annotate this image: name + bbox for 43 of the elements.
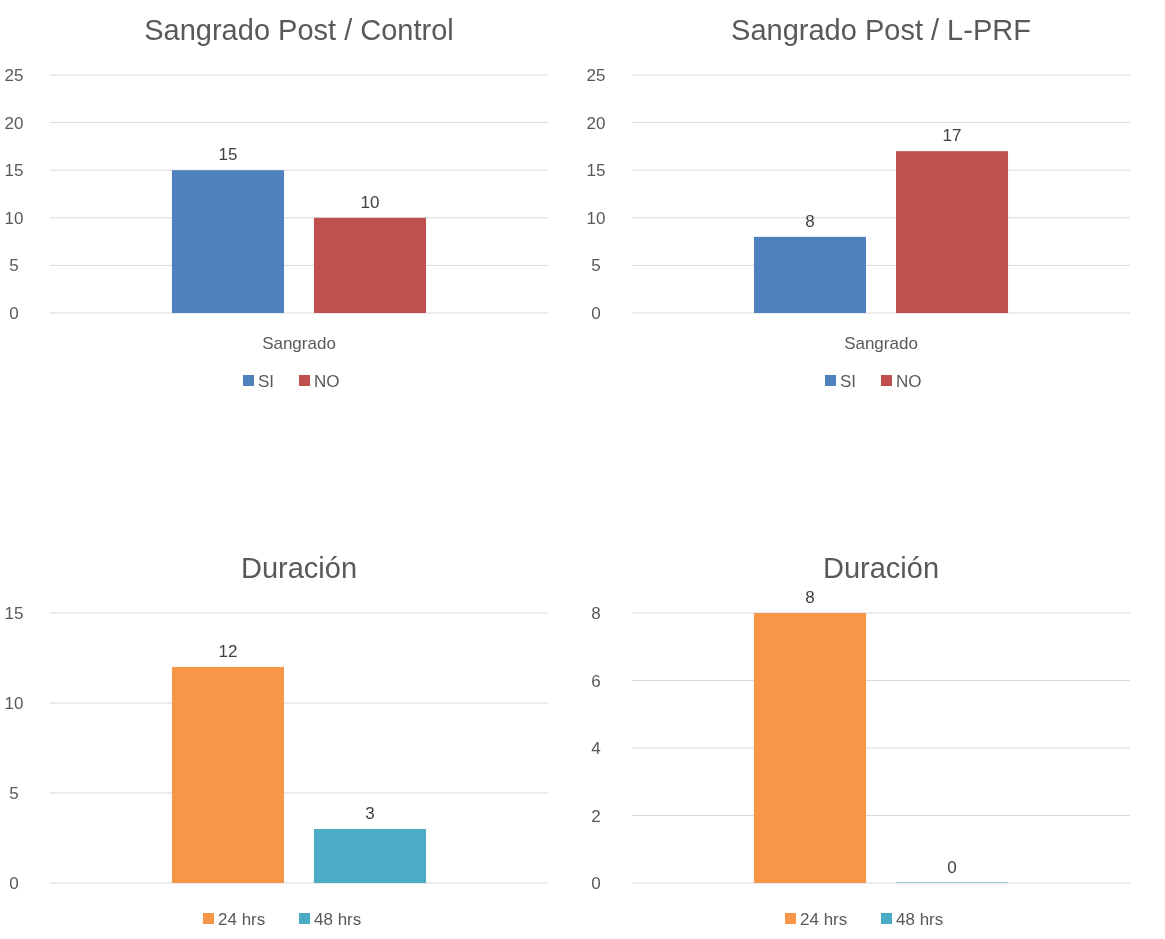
- data-label: 8: [805, 211, 815, 231]
- y-tick-label: 10: [586, 208, 606, 228]
- x-tick-label: Sangrado: [844, 334, 918, 353]
- legend-label: SI: [258, 372, 275, 391]
- y-tick-label: 10: [4, 694, 24, 713]
- y-tick-label: 25: [586, 66, 606, 85]
- data-label: 0: [947, 858, 957, 877]
- data-label: 8: [805, 588, 815, 607]
- y-tick-label: 5: [591, 256, 601, 276]
- legend-label: 48 hrs: [896, 910, 944, 929]
- data-label: 3: [365, 804, 375, 823]
- legend-label: 24 hrs: [800, 910, 848, 929]
- y-tick-label: 5: [9, 784, 19, 803]
- data-label: 15: [218, 145, 238, 165]
- legend-label: 24 hrs: [218, 910, 266, 929]
- y-tick-label: 25: [4, 66, 24, 85]
- legend-label: NO: [314, 372, 340, 391]
- chart-title: Sangrado Post / Control: [144, 14, 454, 46]
- y-tick-label: 0: [9, 304, 19, 323]
- x-tick-label: Sangrado: [262, 334, 336, 353]
- y-tick-label: 8: [591, 604, 601, 623]
- y-tick-label: 4: [591, 739, 601, 758]
- y-tick-label: 15: [586, 161, 606, 181]
- chart-title: Duración: [822, 552, 940, 584]
- data-label: 10: [360, 192, 380, 212]
- y-tick-label: 20: [4, 113, 24, 133]
- y-tick-label: 15: [4, 604, 24, 623]
- y-tick-label: 20: [586, 113, 606, 133]
- y-tick-label: 10: [4, 208, 24, 228]
- chart-title: Sangrado Post / L-PRF: [731, 14, 1031, 46]
- data-label: 12: [218, 642, 238, 661]
- y-tick-label: 15: [4, 161, 24, 181]
- data-label: 17: [942, 126, 962, 146]
- y-tick-label: 0: [9, 874, 19, 893]
- y-tick-label: 5: [9, 256, 19, 276]
- y-tick-label: 0: [591, 304, 601, 323]
- chart-title: Duración: [240, 552, 358, 584]
- legend-label: SI: [840, 372, 857, 391]
- legend-label: NO: [896, 372, 922, 391]
- y-tick-label: 6: [591, 671, 601, 691]
- legend-label: 48 hrs: [314, 910, 362, 929]
- y-tick-label: 2: [591, 806, 601, 826]
- y-tick-label: 0: [591, 874, 601, 893]
